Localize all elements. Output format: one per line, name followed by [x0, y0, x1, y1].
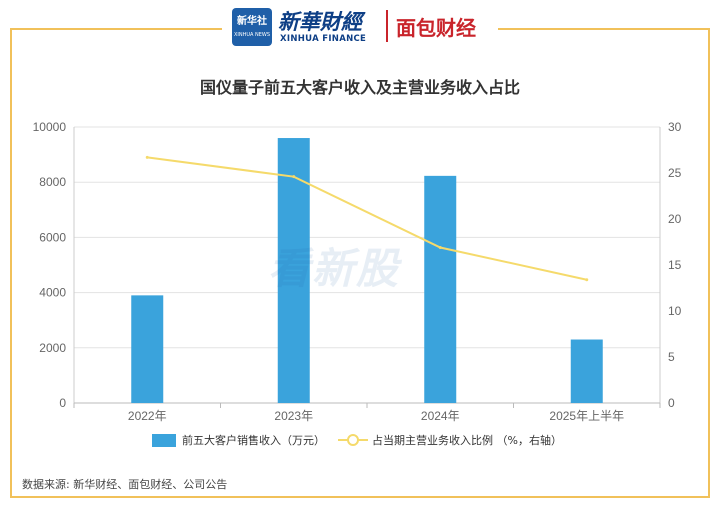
mianbao-finance-logo: 面包财经	[396, 16, 476, 40]
legend-bar-label: 前五大客户销售收入（万元）	[182, 434, 325, 447]
y-left-tick-label: 10000	[33, 120, 67, 134]
header-logos: 新华社 XINHUA NEWS 新華財經 XINHUA FINANCE 面包财经	[226, 6, 496, 46]
x-tick-label: 2022年	[128, 409, 167, 423]
xinhua-finance-logo-text: 新華財經	[278, 9, 362, 34]
line-point	[145, 155, 149, 159]
y-left-tick-label: 2000	[39, 341, 66, 355]
y-right-tick-label: 30	[668, 120, 682, 134]
bar	[131, 295, 164, 403]
chart-frame	[10, 28, 710, 498]
y-left-tick-label: 8000	[39, 175, 66, 189]
x-tick-label: 2023年	[274, 409, 313, 423]
y-right-tick-label: 20	[668, 212, 682, 226]
chart-legend: 前五大客户销售收入（万元） 占当期主营业务收入比例 （%，右轴）	[0, 430, 720, 450]
bar	[570, 339, 603, 403]
y-right-tick-label: 5	[668, 350, 675, 364]
line-series	[147, 156, 587, 281]
frame-top-line-left	[10, 28, 222, 30]
legend-bar-swatch	[152, 434, 176, 447]
legend-line-label: 占当期主营业务收入比例 （%，右轴）	[372, 434, 562, 447]
xinhua-finance-english: XINHUA FINANCE	[280, 34, 367, 44]
legend-line-swatch	[338, 434, 368, 446]
frame-top-line-right	[498, 28, 710, 30]
xinhua-badge-logo: 新华社 XINHUA NEWS	[232, 8, 272, 46]
y-right-tick-label: 15	[668, 258, 682, 272]
y-right-tick-label: 10	[668, 304, 682, 318]
x-tick-label: 2025年上半年	[549, 409, 624, 423]
source-note: 数据来源: 新华财经、面包财经、公司公告	[22, 478, 228, 491]
header-divider	[386, 10, 388, 42]
y-right-tick-label: 25	[668, 166, 682, 180]
y-left-tick-label: 4000	[39, 286, 66, 300]
line-point	[292, 175, 296, 179]
y-left-tick-label: 6000	[39, 230, 66, 244]
bar	[424, 175, 457, 403]
chart-title: 国仪量子前五大客户收入及主营业务收入占比	[199, 78, 520, 97]
x-tick-label: 2024年	[421, 409, 460, 423]
y-right-tick-label: 0	[668, 396, 675, 410]
xinhua-badge-subtext: XINHUA NEWS	[233, 32, 271, 38]
line-point	[438, 246, 442, 250]
y-left-tick-label: 0	[59, 396, 66, 410]
xinhua-badge-text: 新华社	[237, 16, 267, 27]
line-point	[585, 278, 589, 282]
watermark: 看新股	[268, 244, 401, 293]
